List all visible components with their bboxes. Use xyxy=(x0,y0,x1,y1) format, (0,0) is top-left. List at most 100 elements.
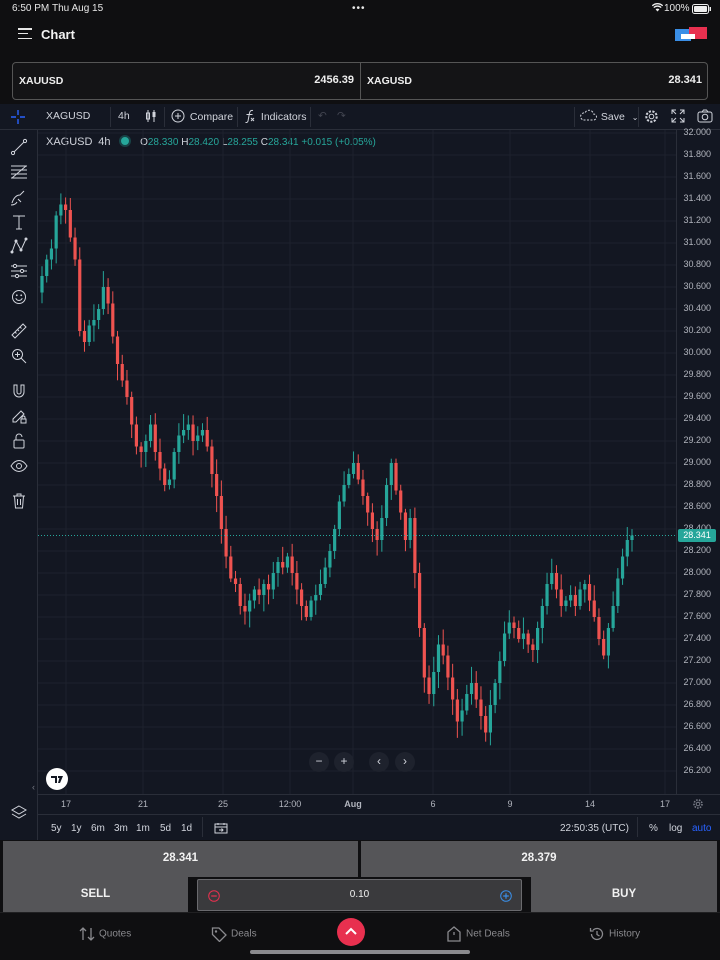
candle-body xyxy=(111,303,115,337)
candle-body xyxy=(606,628,610,656)
auto-toggle[interactable]: auto xyxy=(692,823,712,834)
candle-body xyxy=(125,380,129,397)
range-5y[interactable]: 5y xyxy=(51,823,62,834)
divider xyxy=(310,107,311,127)
range-5d[interactable]: 5d xyxy=(160,823,172,834)
zoom-in-icon[interactable] xyxy=(10,347,28,365)
compare-button[interactable]: Compare xyxy=(171,109,233,126)
go-to-date-icon[interactable] xyxy=(214,822,228,837)
candle-body xyxy=(196,435,200,441)
ruler-icon[interactable] xyxy=(10,322,28,340)
candle-body xyxy=(455,699,459,722)
increase-quantity-icon[interactable] xyxy=(500,889,512,907)
candle-body xyxy=(479,699,483,716)
undo-icon[interactable]: ↶ xyxy=(318,110,327,122)
quantity-stepper[interactable]: 0.10 xyxy=(197,879,522,911)
market-status-icon xyxy=(121,137,130,145)
range-3m[interactable]: 3m xyxy=(114,823,128,834)
candle-body xyxy=(215,474,219,496)
utc-clock[interactable]: 22:50:35 (UTC) xyxy=(560,823,629,834)
range-1m[interactable]: 1m xyxy=(136,823,150,834)
price-axis[interactable]: 32.000 31.800 31.600 31.400 31.200 31.000 30.8… xyxy=(676,127,720,794)
candle-body xyxy=(172,452,176,480)
lock-icon[interactable] xyxy=(10,432,28,450)
candle-body xyxy=(144,441,148,452)
camera-icon[interactable] xyxy=(697,109,713,126)
candle-body xyxy=(446,655,450,678)
stay-in-drawing-icon[interactable] xyxy=(10,407,28,425)
candlestick-plot[interactable] xyxy=(38,130,676,794)
tab-deals[interactable]: Deals xyxy=(211,926,257,943)
candle-body xyxy=(616,578,620,606)
candle-body xyxy=(82,331,87,342)
range-6m[interactable]: 6m xyxy=(91,823,105,834)
collapse-toolbar-icon[interactable]: ‹ xyxy=(32,782,35,792)
range-1y[interactable]: 1y xyxy=(71,823,82,834)
candles-icon[interactable] xyxy=(144,109,158,126)
menu-icon[interactable] xyxy=(18,28,32,40)
candle-body xyxy=(427,677,431,694)
percent-toggle[interactable]: % xyxy=(649,823,658,834)
buy-button[interactable]: BUY xyxy=(531,877,717,912)
symbol-tile-xagusd[interactable]: XAGUSD 28.341 xyxy=(361,63,708,99)
candle-body xyxy=(441,644,445,656)
price-tick-label: 29.600 xyxy=(683,391,711,401)
candle-body xyxy=(314,595,318,601)
legend-high: 28.420 xyxy=(188,137,220,148)
redo-icon[interactable]: ↷ xyxy=(337,110,346,122)
trend-line-icon[interactable] xyxy=(10,138,28,156)
candle-body xyxy=(474,683,478,700)
candle-body xyxy=(120,364,124,381)
quick-trade-button[interactable] xyxy=(337,918,365,946)
candle-body xyxy=(205,430,209,447)
magnet-icon[interactable] xyxy=(10,382,28,400)
candle-body xyxy=(276,562,280,573)
chart-widget xyxy=(0,104,720,840)
indicators-button[interactable]: Indicators xyxy=(244,109,306,126)
scroll-left-button[interactable]: ‹ xyxy=(369,752,389,772)
eye-icon[interactable] xyxy=(10,457,28,475)
emoji-icon[interactable] xyxy=(10,288,28,306)
scroll-right-button[interactable]: › xyxy=(395,752,415,772)
text-icon[interactable] xyxy=(10,213,28,231)
candle-body xyxy=(602,639,606,656)
fullscreen-icon[interactable] xyxy=(671,109,685,126)
tab-history[interactable]: History xyxy=(589,926,640,942)
save-button[interactable]: Save ⌄ xyxy=(579,109,638,124)
tab-quotes[interactable]: Quotes xyxy=(79,926,131,942)
multitask-dots-icon[interactable]: ••• xyxy=(352,3,366,14)
quantity-value[interactable]: 0.10 xyxy=(349,889,370,900)
zoom-out-button[interactable]: − xyxy=(309,752,329,772)
trash-icon[interactable] xyxy=(10,492,28,510)
candle-body xyxy=(130,397,134,425)
legend-low: 28.255 xyxy=(227,137,258,148)
time-tick-label: 25 xyxy=(217,799,229,809)
range-1d[interactable]: 1d xyxy=(181,823,193,834)
sell-price[interactable]: 28.341 xyxy=(3,841,358,877)
time-axis[interactable]: 17 21 25 12:00 Aug 6 9 14 17 xyxy=(38,794,720,814)
symbol-price: 2456.39 xyxy=(314,74,354,86)
sell-button[interactable]: SELL xyxy=(3,877,188,912)
gear-icon[interactable] xyxy=(644,109,659,127)
decrease-quantity-icon[interactable] xyxy=(208,889,220,907)
candle-body xyxy=(182,430,186,436)
toolbar-symbol[interactable]: XAGUSD xyxy=(46,110,91,122)
candle-body xyxy=(210,446,214,474)
pattern-icon[interactable] xyxy=(10,237,28,255)
axis-settings-icon[interactable] xyxy=(692,797,704,815)
symbol-tile-xauusd[interactable]: XAUUSD 2456.39 xyxy=(13,63,360,99)
tab-net-deals[interactable]: Net Deals xyxy=(446,926,510,942)
brush-icon[interactable] xyxy=(10,188,28,206)
candle-body xyxy=(252,589,256,601)
buy-price[interactable]: 28.379 xyxy=(361,841,717,877)
fib-retracement-icon[interactable] xyxy=(10,162,28,180)
price-tick-label: 28.400 xyxy=(683,523,711,533)
log-toggle[interactable]: log xyxy=(669,823,683,834)
zoom-in-button[interactable]: + xyxy=(334,752,354,772)
price-tick-label: 31.600 xyxy=(683,171,711,181)
crosshair-icon[interactable] xyxy=(10,109,26,128)
forecast-icon[interactable] xyxy=(10,262,28,280)
tradingview-logo-icon[interactable] xyxy=(46,768,68,790)
interval-selector[interactable]: 4h xyxy=(118,110,130,122)
layers-icon[interactable] xyxy=(10,804,28,822)
